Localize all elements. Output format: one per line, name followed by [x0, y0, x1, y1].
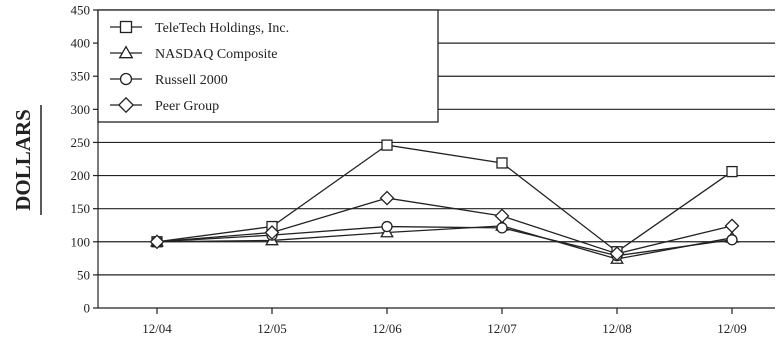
legend: TeleTech Holdings, Inc. NASDAQ Composite R…: [97, 9, 439, 123]
x-tick-label: 12/05: [257, 321, 287, 336]
legend-box: [97, 9, 439, 123]
y-tick-label: 50: [77, 267, 90, 282]
legend-label: Russell 2000: [155, 73, 228, 88]
legend-item: NASDAQ Composite: [110, 45, 278, 62]
series-markers-square: [151, 139, 738, 258]
series-markers-diamond: [149, 190, 740, 262]
y-tick-label: 0: [84, 301, 91, 316]
y-tick-label: 250: [71, 135, 91, 150]
y-tick-label: 450: [71, 3, 91, 18]
legend-marker-diamond: [117, 96, 135, 114]
legend-marker-triangle: [118, 45, 134, 59]
y-tick-label: 100: [71, 234, 91, 249]
data-point-marker: [494, 208, 510, 224]
series-circle: [156, 225, 733, 257]
data-point-marker: [726, 234, 738, 246]
y-tick-label: 300: [71, 102, 91, 117]
series-line: [156, 144, 733, 253]
data-series: [149, 139, 740, 264]
data-point-marker: [149, 234, 165, 250]
data-point-marker: [496, 157, 508, 169]
x-tick-label: 12/06: [372, 321, 402, 336]
x-axis-tick-labels: 12/04 12/05 12/06 12/07 12/08 12/09: [142, 321, 747, 336]
y-tick-label: 400: [71, 36, 91, 51]
series-line: [156, 225, 733, 260]
data-point-marker: [264, 225, 280, 240]
legend-marker-circle: [119, 72, 133, 86]
data-point-marker: [381, 139, 393, 151]
series-diamond: [156, 197, 733, 255]
y-tick-label: 150: [71, 201, 91, 216]
x-tick-label: 12/08: [602, 321, 632, 336]
y-axis-tick-labels: 0 50 100 150 200 250 300 350 400 450: [71, 3, 91, 316]
x-tick-label: 12/04: [142, 321, 172, 336]
data-point-marker: [609, 246, 625, 262]
series-square: [156, 144, 733, 253]
data-point-marker: [496, 222, 508, 234]
legend-label: Peer Group: [155, 99, 219, 114]
legend-label: TeleTech Holdings, Inc.: [155, 21, 289, 36]
legend-item: Russell 2000: [110, 72, 228, 88]
legend-item: TeleTech Holdings, Inc.: [110, 20, 289, 36]
data-point-marker: [724, 218, 740, 234]
data-point-marker: [381, 220, 393, 233]
series-line: [156, 197, 733, 255]
y-tick-label: 350: [71, 69, 91, 84]
y-tick-label: 200: [71, 168, 91, 183]
legend-marker-square: [119, 20, 133, 34]
series-line: [156, 225, 733, 257]
y-axis-label: DOLLARS: [11, 109, 35, 211]
series-triangle: [156, 225, 733, 260]
legend-item: Peer Group: [110, 96, 219, 114]
data-point-marker: [726, 165, 738, 178]
x-tick-label: 12/07: [487, 321, 517, 336]
x-tick-label: 12/09: [717, 321, 747, 336]
data-point-marker: [379, 190, 395, 206]
legend-label: NASDAQ Composite: [155, 47, 278, 62]
